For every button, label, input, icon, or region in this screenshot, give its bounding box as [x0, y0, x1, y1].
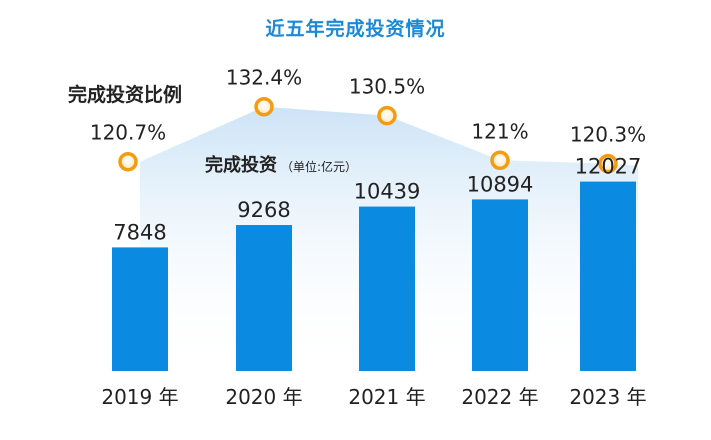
chart-title: 近五年完成投资情况 — [265, 18, 446, 40]
ratio-value-label: 121% — [471, 119, 528, 143]
bar-2020 — [236, 225, 292, 371]
bar-value-label: 10894 — [467, 172, 534, 196]
ratio-marker — [254, 96, 274, 117]
label-layer: 7848 2019 年 9268 2020 年 10439 2021 年 10894 2022… — [90, 66, 647, 409]
bar-2019 — [112, 247, 168, 371]
bar-2023 — [580, 181, 636, 371]
ratio-marker — [598, 153, 618, 174]
bar-value-label: 9268 — [237, 198, 290, 222]
ratio-marker — [377, 105, 397, 126]
ratio-value-label: 120.7% — [90, 121, 166, 145]
x-tick-label: 2021 年 — [348, 385, 425, 409]
bar-value-label: 12027 — [575, 155, 642, 179]
unit-label: （单位:亿元） — [281, 160, 358, 174]
x-tick-label: 2019 年 — [101, 385, 178, 409]
bar-2021 — [359, 206, 415, 371]
bar-2022 — [472, 199, 528, 371]
ratio-value-label: 130.5% — [349, 75, 425, 99]
x-tick-label: 2023 年 — [569, 385, 646, 409]
ratio-marker — [490, 150, 510, 171]
ratio-value-label: 132.4% — [226, 66, 302, 90]
bar-value-label: 7848 — [113, 220, 166, 244]
x-tick-label: 2022 年 — [461, 385, 538, 409]
ratio-value-label: 120.3% — [570, 123, 646, 147]
ratio-marker-layer — [118, 96, 618, 174]
x-tick-label: 2020 年 — [225, 385, 302, 409]
bar-layer — [112, 181, 636, 371]
ratio-marker — [118, 151, 138, 172]
ratio-series-label: 完成投资比例 — [68, 84, 183, 106]
bar-value-label: 10439 — [354, 180, 421, 204]
investment-series-name: 完成投资 — [205, 155, 277, 176]
investment-series-label: 完成投资 （单位:亿元） — [205, 151, 357, 177]
